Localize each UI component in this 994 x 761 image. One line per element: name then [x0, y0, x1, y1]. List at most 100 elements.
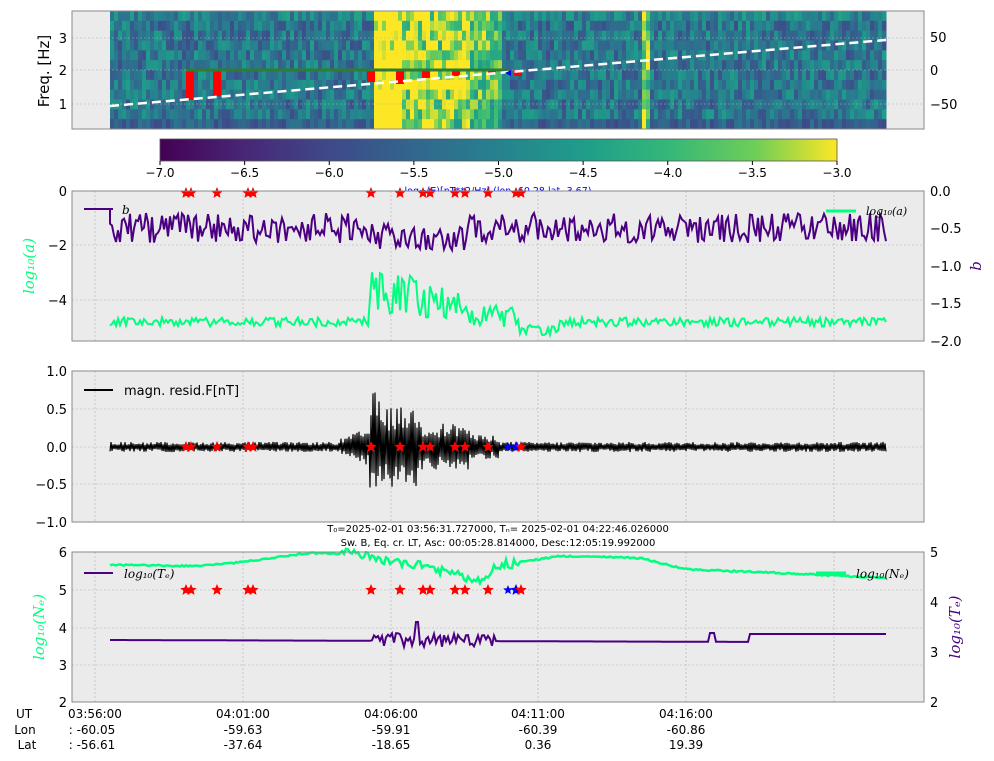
spectrogram-cell	[862, 109, 867, 120]
spectrogram-cell	[582, 109, 587, 120]
spectrogram-cell	[838, 30, 843, 41]
spectrogram-cell	[722, 79, 727, 91]
spectrogram-cell	[534, 109, 539, 120]
spectrogram-cell	[782, 109, 787, 120]
spectrogram-cell	[662, 40, 667, 51]
spectrogram-cell	[486, 89, 491, 100]
spectrogram-cell	[794, 119, 799, 130]
spectrogram-cell	[150, 50, 155, 61]
spectrogram-cell	[378, 119, 383, 130]
spectrogram-cell	[314, 50, 319, 61]
spectrogram-cell	[378, 109, 383, 120]
spectrogram-cell	[210, 119, 215, 130]
spectrogram-cell	[502, 30, 507, 41]
spectrogram-cell	[782, 79, 787, 91]
spectrogram-cell	[874, 99, 879, 110]
spectrogram-cell	[154, 40, 159, 51]
spectrogram-cell	[858, 89, 863, 100]
spectrogram-cell	[138, 119, 143, 130]
spectrogram-cell	[594, 30, 599, 41]
spectrogram-cell	[766, 40, 771, 51]
spectrogram-cell	[850, 20, 855, 32]
spectrogram-cell	[694, 11, 699, 22]
spectrogram-cell	[738, 119, 743, 130]
event-star	[449, 187, 461, 198]
spectrogram-cell	[286, 20, 291, 32]
spectrogram-cell	[882, 11, 887, 22]
spectrogram-cell	[646, 60, 651, 71]
spectrogram-cell	[722, 119, 727, 130]
spectrogram-cell	[382, 119, 387, 130]
spectrogram-cell	[846, 79, 851, 91]
spectrogram-cell	[586, 50, 591, 61]
spectrogram-cell	[854, 79, 859, 91]
spectrogram-cell	[138, 11, 143, 22]
spectrogram-cell	[326, 11, 331, 22]
event-star	[365, 441, 377, 452]
spectrogram-cell	[722, 30, 727, 41]
spectrogram-cell	[310, 109, 315, 120]
event-bar	[452, 70, 460, 76]
spectrogram-cell	[710, 30, 715, 41]
spectrogram-cell	[442, 119, 447, 130]
spectrogram-cell	[130, 70, 135, 81]
lat-tick-5: 19.39	[669, 738, 703, 752]
spectrogram-cell	[166, 99, 171, 110]
spectrogram-cell	[414, 11, 419, 22]
spectrogram-cell	[790, 99, 795, 110]
spectrogram-cell	[666, 50, 671, 61]
spectrogram-cell	[350, 11, 355, 22]
spectrogram-cell	[690, 119, 695, 130]
spectrogram-cell	[362, 119, 367, 130]
spectrogram-cell	[266, 30, 271, 41]
spectrogram-cell	[698, 30, 703, 41]
spectrogram-cell	[430, 60, 435, 71]
spectrogram-cell	[618, 119, 623, 130]
spectrogram-cell	[610, 119, 615, 130]
panel2-right-tick-2: −0.5	[930, 222, 962, 237]
spectrogram-cell	[454, 79, 459, 91]
spectrogram-cell	[526, 50, 531, 61]
spectrogram-cell	[678, 89, 683, 100]
spectrogram-cell	[154, 30, 159, 41]
spectrogram-cell	[366, 50, 371, 61]
event-star	[515, 584, 527, 595]
spectrogram-cell	[310, 50, 315, 61]
spectrogram-cell	[162, 20, 167, 32]
spectrogram-cell	[634, 79, 639, 91]
spectrogram-cell	[354, 70, 359, 81]
spectrogram-cell	[266, 79, 271, 91]
spectrogram-cell	[510, 89, 515, 100]
spectrogram-cell	[110, 20, 115, 32]
spectrogram-cell	[866, 50, 871, 61]
spectrogram-cell	[622, 11, 627, 22]
spectrogram-cell	[786, 89, 791, 100]
spectrogram-cell	[418, 20, 423, 32]
spectrogram-cell	[358, 30, 363, 41]
spectrogram-cell	[854, 30, 859, 41]
spectrogram-cell	[118, 40, 123, 51]
spectrogram-cell	[738, 60, 743, 71]
spectrogram-cell	[830, 119, 835, 130]
spectrogram-cell	[614, 40, 619, 51]
spectrogram-cell	[526, 30, 531, 41]
spectrogram-cell	[502, 40, 507, 51]
spectrogram-cell	[826, 89, 831, 100]
spectrogram-cell	[534, 50, 539, 61]
spectrogram-cell	[642, 20, 647, 32]
spectrogram-cell	[282, 50, 287, 61]
spectrogram-cell	[230, 30, 235, 41]
spectrogram-cell	[842, 99, 847, 110]
spectrogram-cell	[338, 20, 343, 32]
panel4-ylabel-left: log₁₀(Nₑ)	[30, 594, 48, 660]
spectrogram-cell	[266, 60, 271, 71]
spectrogram-cell	[154, 89, 159, 100]
spectrogram-cell	[466, 109, 471, 120]
spectrogram-cell	[490, 99, 495, 110]
spectrogram-cell	[406, 89, 411, 100]
spectrogram-cell	[506, 79, 511, 91]
spectrogram-cell	[326, 30, 331, 41]
spectrogram-cell	[854, 99, 859, 110]
spectrogram-cell	[726, 99, 731, 110]
spectrogram-cell	[398, 40, 403, 51]
